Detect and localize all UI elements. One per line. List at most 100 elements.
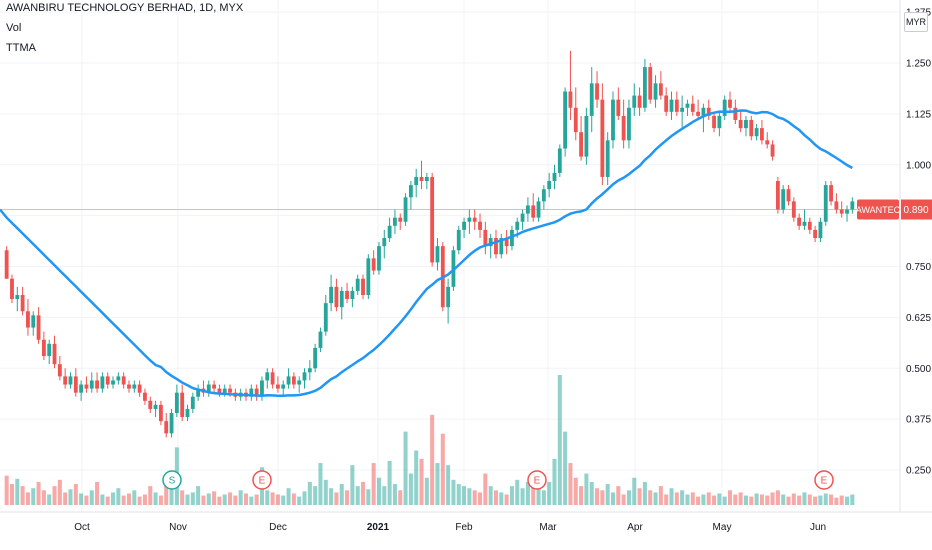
volume-bar xyxy=(116,488,121,505)
candle-body xyxy=(770,144,775,157)
volume-bar xyxy=(302,491,307,505)
volume-bar xyxy=(845,496,850,505)
volume-bar xyxy=(414,450,419,505)
candle-body xyxy=(206,384,211,393)
candle-body xyxy=(169,413,174,434)
volume-bar xyxy=(637,488,642,505)
candle-body xyxy=(648,67,653,100)
volume-bar xyxy=(759,494,764,505)
volume-bar xyxy=(79,493,84,505)
volume-bar xyxy=(648,490,653,505)
volume-bar xyxy=(722,496,727,505)
candle-body xyxy=(632,95,637,108)
candle-body xyxy=(414,176,419,186)
candle-body xyxy=(366,258,371,295)
volume-bars xyxy=(4,375,855,505)
candle-body xyxy=(222,388,227,393)
volume-bar xyxy=(610,492,616,505)
volume-bar xyxy=(329,488,334,505)
volume-bar xyxy=(690,492,695,505)
volume-bar xyxy=(265,490,270,505)
volume-bar xyxy=(547,481,552,505)
candle-body xyxy=(382,238,387,247)
volume-bar xyxy=(743,495,748,505)
candle-body xyxy=(717,115,722,129)
candle-body xyxy=(10,278,14,300)
volume-bar xyxy=(467,488,472,505)
time-tick-label: Feb xyxy=(455,522,473,533)
candle-body xyxy=(323,303,328,332)
candle-body xyxy=(627,107,631,141)
candle-body xyxy=(57,364,62,377)
candle-body xyxy=(829,185,833,202)
candle-body xyxy=(217,388,222,393)
volume-bar xyxy=(15,478,20,505)
candle-body xyxy=(807,221,812,230)
event-marker-label[interactable]: E xyxy=(534,476,541,487)
candle-body xyxy=(105,376,110,385)
volume-bar xyxy=(499,492,504,505)
volume-bar xyxy=(568,463,573,505)
candle-body xyxy=(760,128,764,141)
volume-bar xyxy=(73,484,78,505)
vol-indicator-label[interactable]: Vol xyxy=(6,22,22,34)
volume-bar xyxy=(52,486,57,505)
volume-bar xyxy=(392,484,397,505)
time-axis[interactable]: Oct Nov Dec 2021 Feb Mar Apr May Jun xyxy=(74,522,826,533)
candle-body xyxy=(765,140,770,145)
candle-body xyxy=(499,238,504,255)
candle-body xyxy=(398,217,403,222)
candle-body xyxy=(329,286,334,304)
volume-bar xyxy=(435,463,440,505)
volume-bar xyxy=(148,486,153,505)
candle-body xyxy=(100,376,105,389)
volume-bar xyxy=(839,495,844,505)
candle-body xyxy=(621,115,626,141)
candle-body xyxy=(478,221,482,230)
volume-bar xyxy=(557,375,562,505)
candle-body xyxy=(823,185,828,222)
grid-lines xyxy=(0,0,900,512)
volume-bar xyxy=(36,481,41,505)
candle-body xyxy=(701,107,706,116)
candle-body xyxy=(690,103,695,112)
candle-body xyxy=(685,103,690,108)
volume-bar xyxy=(212,491,217,505)
volume-bar xyxy=(169,488,174,505)
event-marker-label[interactable]: S xyxy=(169,476,176,487)
candle-body xyxy=(143,392,147,401)
volume-bar xyxy=(228,492,233,505)
volume-bar xyxy=(132,490,137,505)
candle-body xyxy=(467,217,472,222)
event-marker-circle xyxy=(252,470,272,490)
candle-body xyxy=(573,107,578,133)
volume-bar xyxy=(313,486,318,505)
event-marker-label[interactable]: E xyxy=(259,476,266,487)
candle-body xyxy=(36,315,41,340)
candle-body xyxy=(419,176,424,182)
event-marker-circle xyxy=(162,470,182,490)
candle-body xyxy=(371,258,376,271)
volume-bar xyxy=(275,494,280,505)
volume-bar xyxy=(339,484,344,505)
volume-bar xyxy=(658,486,663,505)
candle-body xyxy=(174,392,179,414)
candle-body xyxy=(589,83,594,116)
candle-body xyxy=(664,95,669,112)
candle-body xyxy=(307,368,312,373)
candle-body xyxy=(137,384,142,393)
volume-bar xyxy=(573,477,578,505)
volume-bar xyxy=(664,494,669,505)
currency-button[interactable]: MYR xyxy=(904,12,928,32)
candle-body xyxy=(185,408,190,418)
candle-body xyxy=(196,388,201,397)
price-axis-bg xyxy=(900,0,932,550)
candle-body xyxy=(435,246,440,263)
volume-bar xyxy=(653,492,658,505)
price-tag-symbol: AWANTEC xyxy=(856,205,901,215)
event-marker-label[interactable]: E xyxy=(821,476,828,487)
ttma-indicator-label[interactable]: TTMA xyxy=(6,42,36,54)
time-tick-label: Oct xyxy=(74,522,90,533)
